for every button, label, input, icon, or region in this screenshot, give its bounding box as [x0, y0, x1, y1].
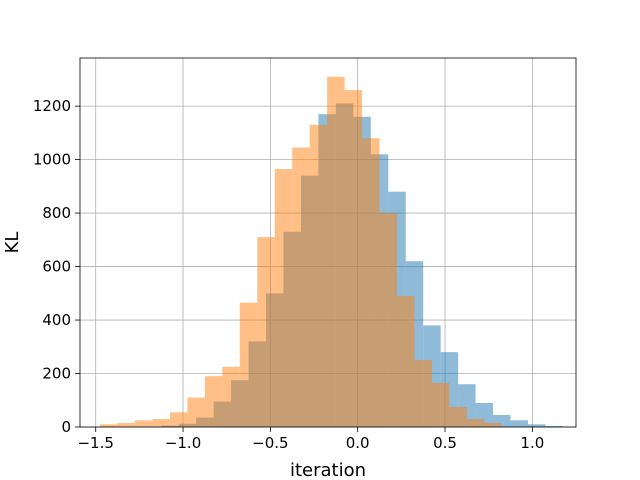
histogram-bar — [117, 422, 136, 427]
y-tick-label: 400 — [42, 311, 71, 329]
series-1-bars — [100, 76, 502, 427]
histogram-bar — [169, 412, 188, 427]
y-tick-label: 1000 — [33, 151, 71, 169]
x-tick-label: −0.5 — [252, 434, 288, 452]
histogram-bar — [431, 382, 450, 427]
x-tick-label: −1.5 — [77, 434, 113, 452]
y-axis-ticks: 0 200 400 600 800 1000 1200 — [33, 97, 80, 436]
histogram-bar — [414, 360, 432, 427]
plot-frame — [79, 57, 577, 428]
x-axis-label: iteration — [290, 460, 366, 480]
histogram-bar — [396, 295, 415, 427]
histogram-bar — [344, 90, 363, 427]
y-tick-label: 1200 — [33, 97, 71, 115]
x-tick-label: −1.0 — [165, 434, 201, 452]
histogram-bar — [222, 366, 240, 427]
x-axis-ticks: −1.5 −1.0 −0.5 0.0 0.5 1.0 — [77, 427, 544, 452]
x-tick-label: 0.5 — [433, 434, 457, 452]
y-tick-label: 600 — [42, 258, 71, 276]
histogram-bar — [466, 418, 485, 427]
y-tick-label: 800 — [42, 204, 71, 222]
histogram-bar — [545, 425, 563, 427]
histogram-bar — [292, 147, 310, 427]
histogram-bar — [187, 397, 205, 427]
histogram-bar — [152, 418, 170, 427]
x-tick-label: 0.0 — [346, 434, 370, 452]
x-tick-label: 1.0 — [520, 434, 544, 452]
histogram-bar — [274, 168, 293, 427]
histogram-bar — [510, 420, 528, 427]
histogram-bar — [257, 237, 275, 427]
histogram-bars — [100, 76, 563, 428]
histogram-bar — [100, 424, 118, 427]
histogram-bar — [527, 424, 546, 427]
histogram-bar — [379, 213, 397, 427]
histogram-bar — [484, 422, 502, 427]
histogram-bar — [362, 138, 380, 427]
y-tick-label: 200 — [42, 365, 71, 383]
histogram-bar — [449, 406, 467, 427]
histogram-bar — [204, 376, 223, 427]
histogram-bar — [135, 420, 153, 427]
y-tick-label: 0 — [61, 418, 71, 436]
y-axis-label: KL — [2, 232, 23, 254]
histogram-bar — [239, 302, 258, 427]
histogram-bar — [309, 124, 328, 427]
histogram-bar — [327, 76, 345, 427]
